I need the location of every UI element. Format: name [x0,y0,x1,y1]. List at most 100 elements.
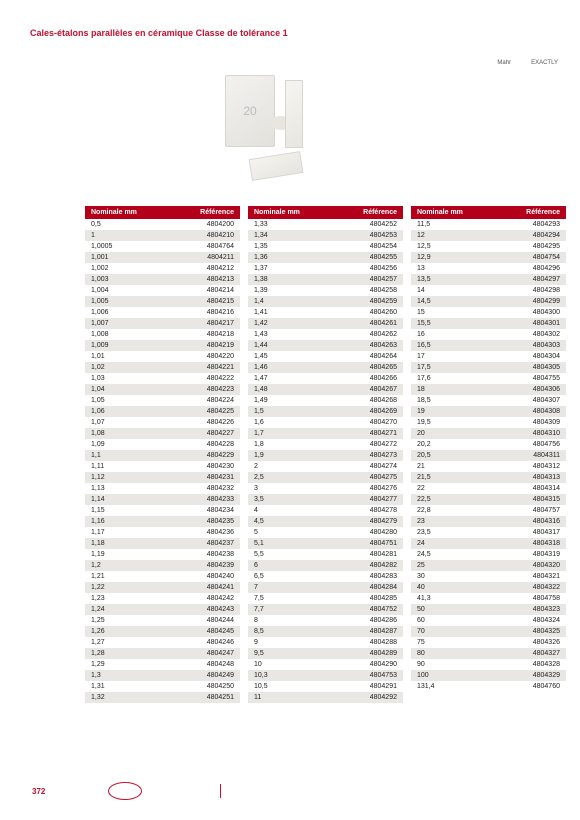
cell-nominale: 1,16 [91,518,190,525]
cell-reference: 4804754 [516,254,560,261]
cell-nominale: 1,23 [91,595,190,602]
cell-reference: 4804261 [353,320,397,327]
table-row: 13,54804297 [411,274,566,285]
table-row: 1,034804222 [85,373,240,384]
cell-nominale: 22,8 [417,507,516,514]
cell-nominale: 1,44 [254,342,353,349]
cell-reference: 4804308 [516,408,560,415]
table-row: 1,14804229 [85,450,240,461]
cell-reference: 4804307 [516,397,560,404]
cell-reference: 4804223 [190,386,234,393]
table-row: 1,484804267 [248,384,403,395]
cell-reference: 4804200 [190,221,234,228]
cell-reference: 4804270 [353,419,397,426]
table-row: 1,34804249 [85,670,240,681]
gauge-block-stick [285,80,303,148]
table-row: 144804298 [411,285,566,296]
header-nominale: Nominale mm [254,209,300,216]
cell-nominale: 1,46 [254,364,353,371]
footer-oval-icon [108,782,142,800]
cell-reference: 4804252 [353,221,397,228]
header-reference: Référence [363,209,397,216]
table-row: 1,014804220 [85,351,240,362]
cell-reference: 4804326 [516,639,560,646]
table-row: 904804328 [411,659,566,670]
table-row: 804804327 [411,648,566,659]
table-row: 1,294804248 [85,659,240,670]
table-row: 5,54804281 [248,549,403,560]
cell-nominale: 1,05 [91,397,190,404]
table-row: 1,64804270 [248,417,403,428]
cell-nominale: 0,5 [91,221,190,228]
cell-nominale: 1,35 [254,243,353,250]
cell-reference: 4804244 [190,617,234,624]
cell-nominale: 18,5 [417,397,516,404]
table-row: 1,054804224 [85,395,240,406]
cell-nominale: 19 [417,408,516,415]
table-row: 1,024804221 [85,362,240,373]
cell-reference: 4804235 [190,518,234,525]
table-row: 1,464804265 [248,362,403,373]
cell-nominale: 1,28 [91,650,190,657]
cell-reference: 4804317 [516,529,560,536]
cell-nominale: 10 [254,661,353,668]
table-row: 1,0014804211 [85,252,240,263]
cell-nominale: 22 [417,485,516,492]
cell-reference: 4804753 [353,672,397,679]
cell-reference: 4804287 [353,628,397,635]
cell-nominale: 75 [417,639,516,646]
cell-nominale: 1,39 [254,287,353,294]
table-row: 1,94804273 [248,450,403,461]
cell-reference: 4804213 [190,276,234,283]
cell-nominale: 1,6 [254,419,353,426]
table-row: 34804276 [248,483,403,494]
cell-reference: 4804277 [353,496,397,503]
table-row: 1,494804268 [248,395,403,406]
cell-reference: 4804222 [190,375,234,382]
table-row: 44804278 [248,505,403,516]
table-row: 504804323 [411,604,566,615]
table-row: 1,084804227 [85,428,240,439]
table-row: 1,144804233 [85,494,240,505]
cell-nominale: 8 [254,617,353,624]
cell-nominale: 5,5 [254,551,353,558]
cell-reference: 4804269 [353,408,397,415]
cell-reference: 4804211 [190,254,234,261]
table-row: 1,384804257 [248,274,403,285]
cell-reference: 4804313 [516,474,560,481]
table-row: 7,74804752 [248,604,403,615]
cell-reference: 4804286 [353,617,397,624]
table-row: 604804324 [411,615,566,626]
cell-nominale: 1,21 [91,573,190,580]
cell-nominale: 9,5 [254,650,353,657]
cell-nominale: 1,32 [91,694,190,701]
cell-nominale: 1,09 [91,441,190,448]
cell-reference: 4804238 [190,551,234,558]
cell-nominale: 1,13 [91,485,190,492]
cell-reference: 4804290 [353,661,397,668]
cell-nominale: 21 [417,463,516,470]
cell-nominale: 12 [417,232,516,239]
table-row: 164804302 [411,329,566,340]
cell-nominale: 6,5 [254,573,353,580]
table-row: 20,54804311 [411,450,566,461]
table-row: 304804321 [411,571,566,582]
cell-nominale: 1,3 [91,672,190,679]
header-reference: Référence [200,209,234,216]
cell-reference: 4804324 [516,617,560,624]
cell-reference: 4804215 [190,298,234,305]
cell-reference: 4804279 [353,518,397,525]
cell-nominale: 5 [254,529,353,536]
table-row: 94804288 [248,637,403,648]
cell-reference: 4804268 [353,397,397,404]
cell-reference: 4804303 [516,342,560,349]
cell-reference: 4804225 [190,408,234,415]
cell-nominale: 50 [417,606,516,613]
cell-nominale: 100 [417,672,516,679]
table-row: 10,34804753 [248,670,403,681]
cell-nominale: 13,5 [417,276,516,283]
cell-reference: 4804246 [190,639,234,646]
cell-reference: 4804239 [190,562,234,569]
cell-reference: 4804255 [353,254,397,261]
cell-nominale: 4 [254,507,353,514]
